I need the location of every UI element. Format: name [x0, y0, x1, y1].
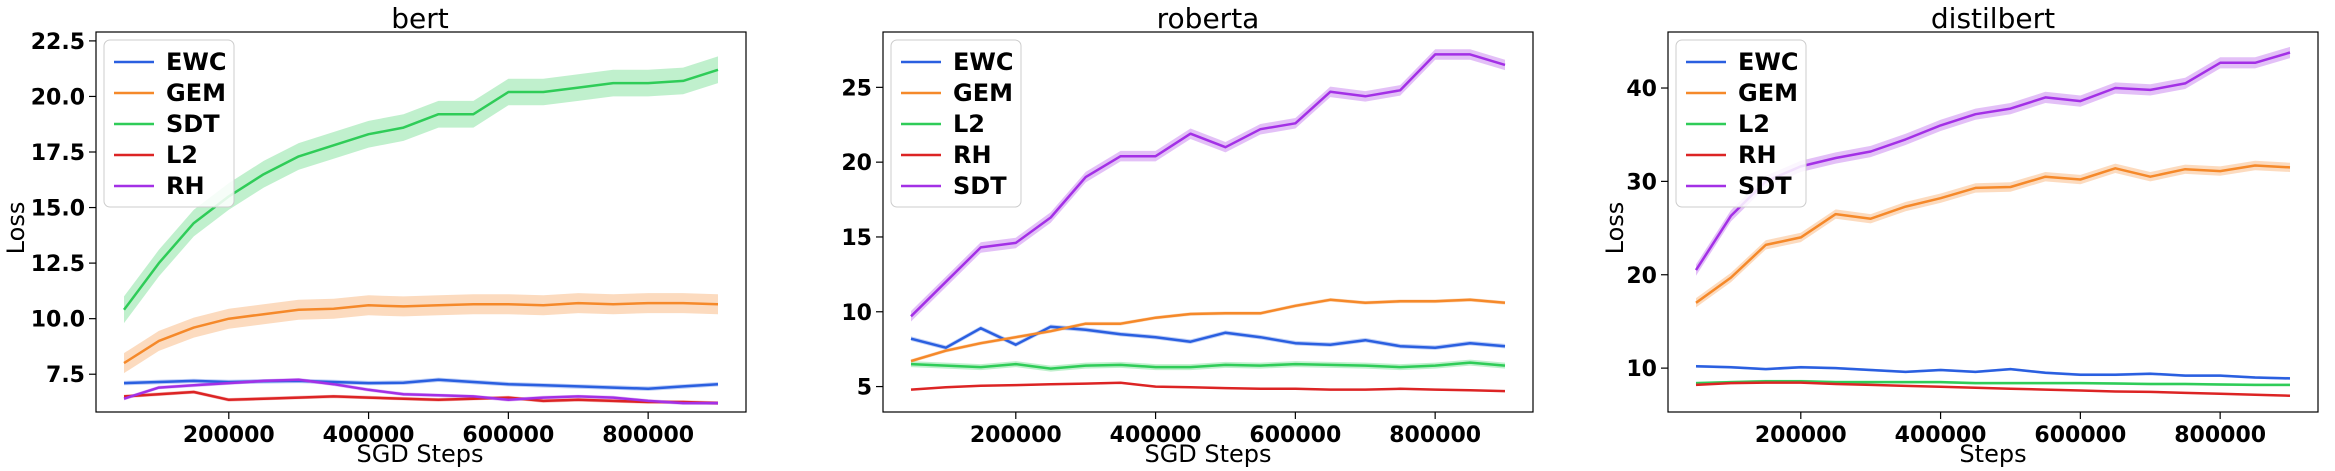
x-axis-label: Steps: [1959, 440, 2026, 468]
series-line-gem: [910, 298, 1506, 363]
y-tick-label: 5: [857, 376, 872, 401]
x-tick-label: 600000: [2034, 423, 2126, 448]
legend-box: [1675, 39, 1807, 208]
x-tick-label: 600000: [462, 423, 554, 448]
legend-label-sdt: SDT: [1738, 172, 1792, 200]
series-band-rh: [124, 378, 718, 405]
plot-area: 200000 400000 600000 800000 7.5 10.0 12.5 15.0 1…: [31, 30, 747, 448]
y-tick-label: 25: [841, 76, 872, 101]
plot-frame: [95, 31, 747, 413]
legend-label-rh: RH: [1738, 141, 1777, 169]
chart-panel-bert: bert Loss SGD Steps 200000 400000 600000 80…: [2, 2, 747, 468]
x-tick-label: 800000: [1389, 423, 1481, 448]
legend-label-gem: GEM: [166, 79, 226, 107]
chart-title: bert: [391, 2, 449, 35]
series-line-rh: [910, 381, 1506, 393]
x-tick-label: 200000: [1755, 423, 1847, 448]
series-line-sdt: [910, 53, 1506, 318]
y-tick-label: 40: [1626, 77, 1657, 102]
plot-area: 200000 400000 600000 800000 5 10 15 20 25 EWC GEM L…: [841, 31, 1534, 448]
y-tick-label: 20.0: [31, 85, 85, 110]
y-tick-label: 22.5: [31, 30, 85, 55]
chart-title: distilbert: [1931, 2, 2055, 35]
y-tick-label: 30: [1626, 170, 1657, 195]
legend-label-rh: RH: [953, 141, 992, 169]
chart-panel-roberta: roberta SGD Steps 200000 400000 600000 8000…: [841, 2, 1534, 468]
series-line-ewc: [910, 325, 1506, 349]
x-tick-label: 200000: [970, 423, 1062, 448]
series-line-rh: [123, 378, 718, 405]
legend-label-l2: L2: [953, 110, 985, 138]
y-tick-label: 17.5: [31, 141, 85, 166]
x-tick-label: 400000: [1110, 423, 1202, 448]
y-tick-label: 7.5: [46, 363, 85, 388]
y-tick-label: 15: [841, 226, 872, 251]
legend-label-gem: GEM: [1738, 79, 1798, 107]
series-line-ewc: [123, 378, 719, 390]
legend-label-gem: GEM: [953, 79, 1013, 107]
y-tick-label: 10: [841, 301, 872, 326]
legend-box: [890, 39, 1022, 208]
y-axis-label: Loss: [2, 202, 30, 255]
series-band-sdt: [1696, 46, 2290, 276]
chart-title: roberta: [1157, 2, 1260, 35]
plot-frame: [882, 31, 1534, 413]
series-line-l2: [123, 390, 719, 405]
x-tick-label: 400000: [1895, 423, 1987, 448]
y-tick-label: 15.0: [31, 197, 85, 222]
y-tick-label: 20: [841, 151, 872, 176]
series-band-gem: [1696, 160, 2290, 308]
series-line-l2: [910, 361, 1506, 370]
legend-label-ewc: EWC: [166, 48, 226, 76]
series-line-l2: [1695, 379, 2290, 387]
series-line-ewc: [1695, 365, 2291, 380]
x-tick-label: 400000: [323, 423, 415, 448]
x-axis-label: SGD Steps: [356, 440, 483, 468]
x-tick-label: 800000: [602, 423, 694, 448]
y-tick-label: 12.5: [31, 252, 85, 277]
x-axis-label: SGD Steps: [1144, 440, 1271, 468]
legend-label-ewc: EWC: [953, 48, 1013, 76]
legend-label-ewc: EWC: [1738, 48, 1798, 76]
y-axis-label: Loss: [1601, 202, 1629, 255]
chart-panel-distilbert: distilbert Loss Steps 200000 400000 600000…: [1601, 2, 2319, 468]
legend-label-l2: L2: [166, 141, 198, 169]
plot-frame: [1667, 31, 2319, 413]
legend-label-rh: RH: [166, 172, 205, 200]
series-line-gem: [123, 301, 719, 365]
series-band-gem: [911, 298, 1505, 363]
y-tick-label: 20: [1626, 264, 1657, 289]
legend-label-sdt: SDT: [953, 172, 1007, 200]
series-line-gem: [1695, 164, 2291, 304]
x-tick-label: 200000: [183, 423, 275, 448]
y-tick-label: 10.0: [31, 308, 85, 333]
legend-label-l2: L2: [1738, 110, 1770, 138]
x-tick-label: 600000: [1249, 423, 1341, 448]
x-tick-label: 800000: [2174, 423, 2266, 448]
series-line-rh: [1695, 381, 2291, 397]
plot-area: 200000 400000 600000 800000 10 20 30 40 EWC GEM L2…: [1626, 31, 2319, 448]
legend-box: [103, 39, 235, 208]
y-tick-label: 10: [1626, 357, 1657, 382]
legend-label-sdt: SDT: [166, 110, 220, 138]
